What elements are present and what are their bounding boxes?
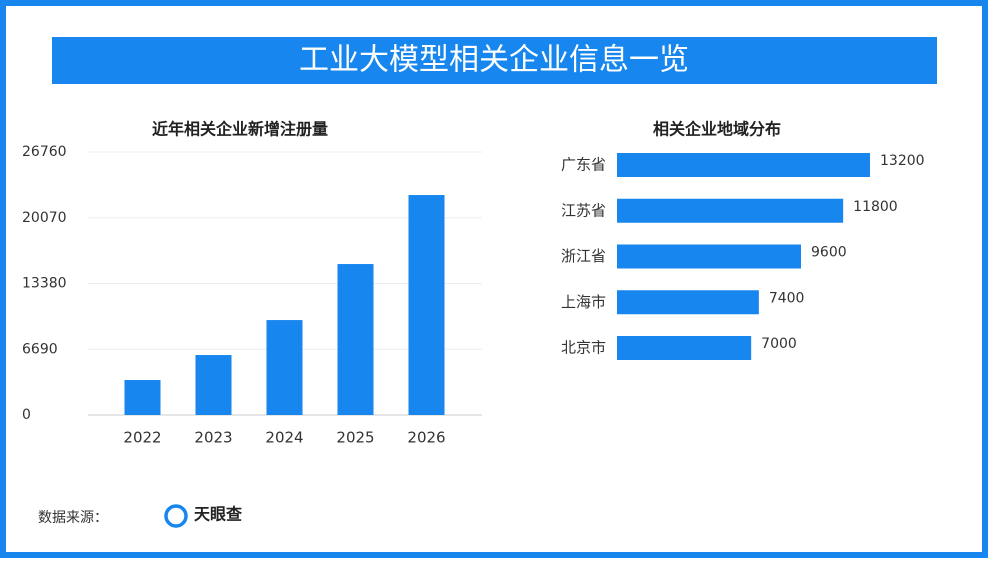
- value-label: 7000: [761, 336, 797, 352]
- bar: [337, 264, 374, 415]
- x-tick-label: 2026: [407, 429, 445, 447]
- y-tick-label: 0: [22, 407, 31, 423]
- bar: [195, 355, 232, 415]
- bar: [408, 195, 445, 415]
- x-tick-label: 2025: [336, 429, 374, 447]
- value-label: 11800: [853, 199, 898, 215]
- bar: [617, 290, 759, 315]
- bar: [266, 320, 303, 415]
- bar: [617, 198, 844, 223]
- y-tick-label: 上海市: [561, 293, 606, 311]
- source-name: 天眼查: [194, 505, 242, 524]
- y-tick-label: 13380: [22, 276, 67, 292]
- bar: [124, 380, 161, 415]
- source-label: 数据来源：: [38, 510, 108, 526]
- y-tick-label: 6690: [22, 341, 58, 357]
- y-tick-label: 浙江省: [561, 247, 606, 265]
- title-banner: [52, 37, 937, 84]
- bar: [617, 244, 801, 269]
- value-label: 9600: [811, 245, 847, 261]
- y-tick-label: 北京市: [561, 339, 606, 357]
- x-tick-label: 2022: [123, 429, 161, 447]
- x-tick-label: 2024: [265, 429, 303, 447]
- chart-title: 相关企业地域分布: [653, 120, 781, 139]
- y-tick-label: 广东省: [561, 156, 606, 174]
- page-title: 工业大模型相关企业信息一览: [299, 43, 689, 78]
- chart-title: 近年相关企业新增注册量: [152, 120, 328, 139]
- source-logo: [164, 504, 188, 528]
- value-label: 7400: [769, 290, 805, 306]
- bar: [617, 153, 870, 177]
- bar: [617, 336, 752, 360]
- x-tick-label: 2023: [194, 429, 232, 447]
- y-tick-label: 26760: [22, 144, 67, 160]
- value-label: 13200: [880, 153, 925, 169]
- y-tick-label: 江苏省: [561, 201, 606, 219]
- y-tick-label: 20070: [22, 210, 67, 226]
